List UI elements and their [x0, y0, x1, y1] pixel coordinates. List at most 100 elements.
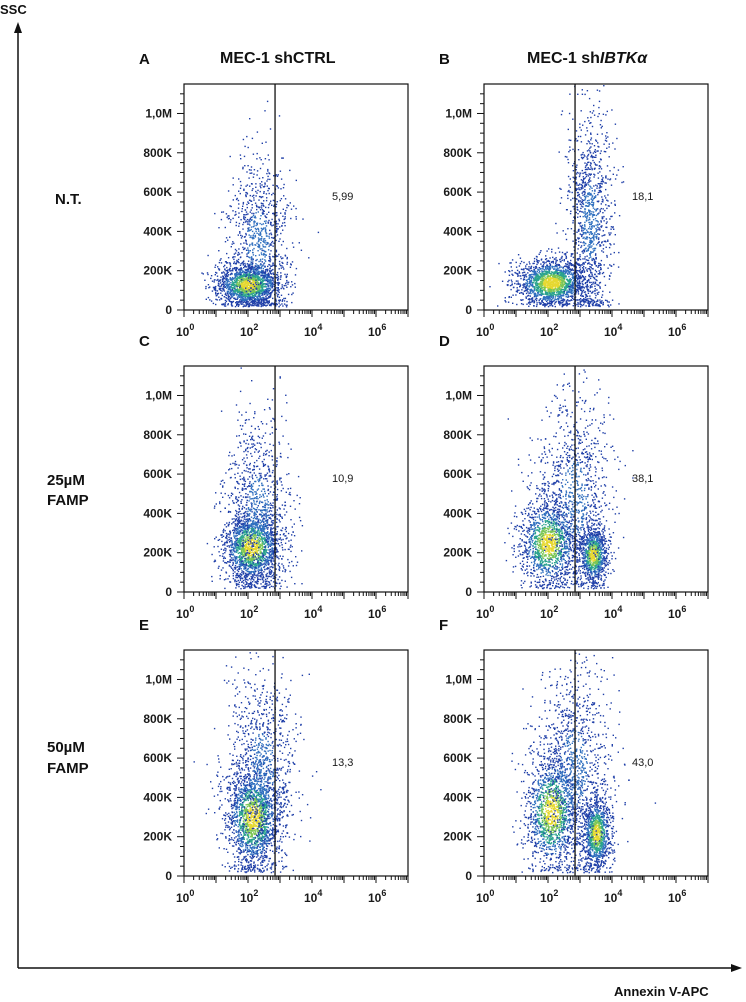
scatter-point: [281, 299, 284, 301]
scatter-point: [253, 291, 255, 293]
scatter-point: [216, 299, 218, 301]
scatter-point: [246, 274, 248, 276]
scatter-point: [521, 292, 523, 294]
scatter-point: [279, 199, 281, 202]
scatter-point: [247, 230, 249, 232]
scatter-point: [569, 278, 571, 280]
scatter-point: [569, 291, 571, 294]
scatter-point: [279, 304, 281, 306]
scatter-point: [245, 290, 247, 292]
scatter-point: [543, 296, 545, 298]
scatter-point: [253, 300, 255, 303]
scatter-point: [262, 286, 265, 288]
scatter-point: [544, 296, 546, 298]
scatter-point: [242, 205, 244, 207]
y-axis-label: SSC: [0, 2, 27, 17]
scatter-point: [280, 267, 283, 269]
scatter-point: [218, 296, 220, 298]
scatter-point: [554, 284, 556, 286]
scatter-point: [234, 263, 237, 265]
scatter-point: [262, 203, 264, 205]
scatter-point: [551, 251, 553, 253]
scatter-point: [560, 274, 562, 276]
scatter-point: [269, 289, 271, 291]
scatter-point: [577, 288, 580, 290]
scatter-point: [237, 281, 239, 284]
scatter-point: [265, 285, 267, 287]
scatter-point: [244, 271, 246, 273]
scatter-point: [570, 299, 572, 301]
scatter-point: [230, 246, 232, 248]
scatter-point: [523, 283, 525, 285]
scatter-point: [262, 298, 264, 301]
scatter-point: [584, 293, 587, 295]
scatter-point: [562, 294, 564, 296]
scatter-point: [559, 302, 562, 304]
scatter-point: [290, 264, 292, 266]
scatter-point: [512, 274, 514, 276]
scatter-point: [581, 234, 583, 236]
scatter-point: [566, 209, 568, 211]
scatter-point: [592, 219, 595, 221]
scatter-point: [257, 290, 259, 292]
scatter-point: [227, 218, 230, 220]
scatter-point: [578, 196, 581, 198]
scatter-point: [583, 232, 585, 234]
scatter-point: [236, 287, 239, 290]
scatter-point: [269, 253, 271, 255]
scatter-point: [266, 281, 269, 283]
scatter-point: [260, 270, 263, 272]
scatter-point: [524, 275, 526, 277]
scatter-point: [571, 284, 573, 286]
scatter-point: [600, 203, 602, 205]
scatter-point: [226, 266, 228, 269]
scatter-point: [266, 301, 269, 304]
scatter-point: [545, 268, 547, 271]
scatter-point: [559, 292, 561, 294]
scatter-point: [590, 272, 592, 274]
scatter-point: [537, 277, 539, 279]
scatter-point: [250, 304, 252, 306]
scatter-point: [594, 261, 597, 263]
scatter-point: [545, 261, 547, 264]
scatter-point: [256, 295, 258, 297]
scatter-point: [596, 164, 598, 166]
scatter-point: [277, 287, 279, 289]
scatter-point: [535, 267, 538, 269]
scatter-point: [570, 285, 572, 287]
scatter-point: [261, 248, 263, 250]
scatter-point: [587, 249, 590, 252]
scatter-point: [537, 286, 539, 289]
scatter-point: [543, 273, 545, 275]
scatter-point: [552, 265, 554, 268]
scatter-point: [235, 282, 237, 284]
scatter-point: [528, 274, 531, 276]
scatter-point: [294, 282, 296, 285]
scatter-point: [252, 291, 254, 293]
scatter-point: [222, 287, 224, 289]
scatter-point: [234, 273, 236, 275]
scatter-point: [239, 301, 242, 303]
scatter-point: [526, 295, 529, 297]
scatter-point: [263, 213, 265, 215]
scatter-point: [544, 258, 547, 261]
scatter-point: [588, 221, 590, 224]
scatter-point: [560, 284, 562, 286]
scatter-point: [614, 234, 616, 236]
scatter-point: [284, 212, 286, 214]
scatter-point: [235, 269, 237, 271]
scatter-point: [590, 133, 592, 135]
scatter-point: [257, 250, 259, 252]
scatter-point: [251, 212, 253, 215]
scatter-point: [254, 202, 257, 204]
scatter-point: [254, 281, 256, 283]
scatter-point: [538, 276, 540, 279]
scatter-point: [531, 283, 533, 286]
scatter-point: [246, 299, 248, 301]
scatter-point: [572, 222, 574, 224]
scatter-point: [264, 289, 266, 292]
scatter-point: [221, 272, 223, 274]
scatter-point: [222, 211, 225, 213]
scatter-point: [257, 275, 259, 277]
scatter-point: [252, 276, 254, 278]
